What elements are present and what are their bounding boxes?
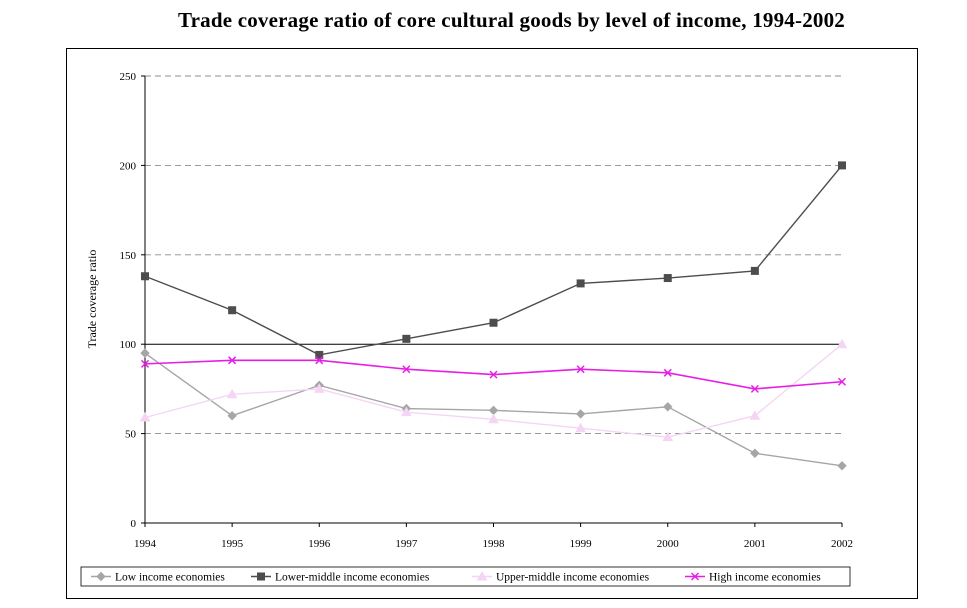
legend-label: High income economies	[709, 572, 821, 584]
x-tick-label: 2001	[744, 538, 766, 550]
data-point-high-income-economies	[228, 356, 237, 365]
x-tick-label: 1996	[308, 538, 331, 550]
data-point-lower-middle-income-economies	[838, 161, 846, 170]
data-point-lower-middle-income-economies	[489, 318, 498, 327]
x-tick-label: 1995	[221, 538, 244, 550]
legend-label: Upper-middle income economies	[496, 572, 650, 584]
data-point-high-income-economies-stroke	[402, 365, 411, 374]
y-tick-label: 250	[120, 71, 137, 83]
y-tick-label: 150	[120, 250, 137, 262]
data-point-high-income-economies	[837, 377, 847, 386]
x-tick-label: 2002	[831, 538, 853, 550]
data-point-low-income-economies	[488, 405, 499, 416]
data-point-high-income-economies-stroke	[315, 356, 324, 365]
series-low-income-economies	[140, 348, 847, 471]
data-point-upper-middle-income-economies	[836, 338, 848, 349]
data-point-high-income-economies	[663, 368, 672, 377]
data-point-high-income-economies	[140, 359, 150, 368]
data-point-high-income-economies-stroke	[576, 365, 585, 374]
data-point-lower-middle-income-economies	[750, 266, 759, 275]
y-axis-title: Trade coverage ratio	[85, 250, 99, 349]
y-tick-label: 200	[120, 160, 137, 172]
data-point-low-income-economies	[663, 402, 673, 412]
legend: Low income economies Lower-middle income …	[80, 566, 851, 587]
data-point-upper-middle-income-economies	[401, 406, 412, 417]
chart-title: Trade coverage ratio of core cultural go…	[177, 8, 845, 32]
legend-marker	[476, 570, 488, 581]
legend-item-low-income-economies: Low income economies	[91, 572, 225, 584]
data-point-upper-middle-income-economies	[749, 410, 761, 420]
legend-items: Low income economies Lower-middle income …	[91, 570, 821, 584]
data-point-high-income-economies-stroke	[663, 368, 672, 377]
data-point-high-income-economies	[576, 365, 585, 374]
x-tick-label: 1999	[570, 538, 593, 550]
data-point-low-income-economies	[837, 461, 847, 471]
data-point-lower-middle-income-economies	[663, 274, 672, 283]
legend-marker	[690, 572, 700, 581]
data-point-high-income-economies	[402, 365, 411, 374]
legend-label: Lower-middle income economies	[275, 572, 430, 584]
data-point-high-income-economies-stroke	[140, 359, 150, 368]
series-high-income-economies	[140, 356, 847, 393]
series-upper-middle-income-economies	[139, 338, 848, 442]
data-point-low-income-economies	[227, 411, 237, 421]
legend-box	[80, 566, 851, 587]
data-point-upper-middle-income-economies	[226, 388, 238, 399]
axes	[144, 76, 842, 524]
data-point-lower-middle-income-economies	[141, 272, 149, 281]
data-point-lower-middle-income-economies	[228, 306, 237, 315]
series-layer	[139, 161, 848, 471]
data-point-lower-middle-income-economies	[315, 350, 324, 359]
y-tick-label: 100	[120, 339, 137, 351]
gridlines	[141, 75, 843, 527]
data-point-upper-middle-income-economies	[662, 431, 674, 442]
legend-marker-stroke	[690, 572, 700, 581]
legend-marker	[96, 571, 106, 582]
legend-item-high-income-economies: High income economies	[685, 572, 821, 584]
series-lower-middle-income-economies	[141, 161, 846, 359]
data-point-high-income-economies-stroke	[750, 384, 759, 393]
data-point-upper-middle-income-economies	[139, 411, 151, 422]
x-tick-label: 2000	[657, 538, 680, 550]
data-point-high-income-economies-stroke	[837, 377, 847, 386]
legend-item-upper-middle-income-economies: Upper-middle income economies	[472, 570, 650, 584]
data-point-lower-middle-income-economies	[576, 279, 585, 288]
y-tick-labels: 0 50 100 150 200 250	[120, 71, 137, 530]
data-point-lower-middle-income-economies	[402, 334, 411, 343]
chart-plot: 0 50 100 150 200 250 1994 1995 1996 1997 1998 1999…	[80, 71, 853, 587]
legend-marker	[257, 572, 265, 581]
data-point-high-income-economies	[315, 356, 324, 365]
legend-label: Low income economies	[115, 572, 225, 584]
x-tick-labels: 1994 1995 1996 1997 1998 1999 2000 2001 2002	[134, 538, 853, 550]
data-point-high-income-economies-stroke	[228, 356, 237, 365]
data-point-low-income-economies	[140, 348, 150, 358]
data-point-upper-middle-income-economies	[575, 422, 586, 433]
data-point-high-income-economies	[489, 370, 498, 379]
data-point-upper-middle-income-economies	[488, 413, 499, 424]
data-point-low-income-economies	[750, 448, 760, 458]
data-point-low-income-economies	[575, 409, 586, 419]
y-tick-label: 0	[131, 518, 137, 530]
data-point-high-income-economies-stroke	[489, 370, 498, 379]
data-point-upper-middle-income-economies	[313, 383, 325, 393]
x-tick-label: 1994	[134, 538, 157, 550]
chart-frame: 0 50 100 150 200 250 1994 1995 1996 1997 1998 1999…	[66, 48, 918, 599]
x-tick-label: 1998	[483, 538, 506, 550]
y-tick-label: 50	[125, 429, 137, 441]
x-tick-label: 1997	[395, 538, 418, 550]
data-point-high-income-economies	[750, 384, 759, 393]
legend-item-lower-middle-income-economies: Lower-middle income economies	[251, 572, 430, 584]
